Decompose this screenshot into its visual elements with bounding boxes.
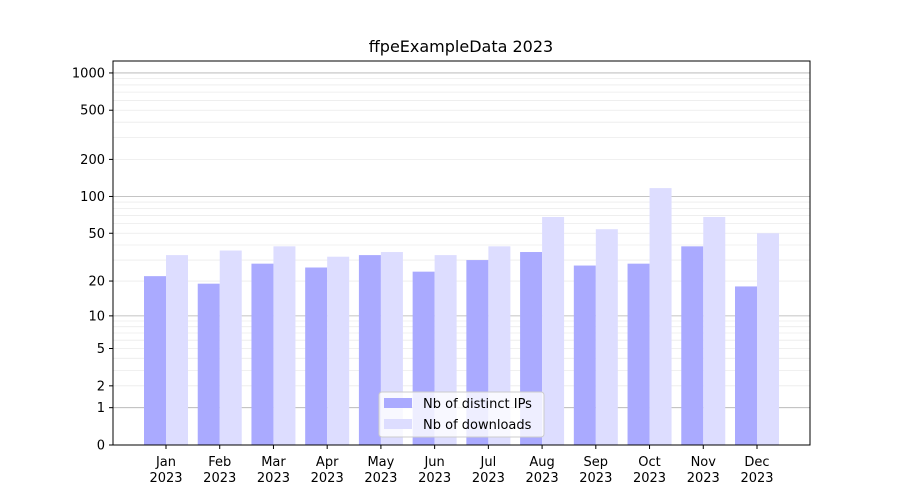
bar-downloads xyxy=(542,216,565,445)
x-tick-label: 2023 xyxy=(526,471,559,486)
x-tick-label: Mar xyxy=(261,455,286,470)
legend-label: Nb of downloads xyxy=(423,418,532,433)
bar-downloads xyxy=(327,256,350,445)
y-tick-label: 0 xyxy=(97,439,105,454)
bar-distinct-ips xyxy=(305,267,328,445)
x-tick-label: 2023 xyxy=(740,471,773,486)
bar-distinct-ips xyxy=(144,276,166,445)
x-tick-label: 2023 xyxy=(364,471,397,486)
x-tick-label: May xyxy=(367,455,394,470)
x-tick-label: Dec xyxy=(744,455,769,470)
y-tick-label: 20 xyxy=(88,275,105,290)
plot-frame xyxy=(112,60,811,446)
bar-downloads xyxy=(166,255,188,445)
x-tick-label: 2023 xyxy=(203,471,236,486)
bar-distinct-ips xyxy=(197,283,220,445)
x-tick-label: Jul xyxy=(480,455,497,470)
legend: Nb of distinct IPs Nb of downloads xyxy=(378,391,545,438)
bar-distinct-ips xyxy=(627,263,650,445)
y-tick-label: 200 xyxy=(80,153,105,168)
x-tick-label: Nov xyxy=(691,455,717,470)
y-axis: 0 1 2 5 10 20 50 100 200 500 1000 xyxy=(72,66,113,454)
x-tick-label: Sep xyxy=(584,455,609,470)
x-tick-label: 2023 xyxy=(418,471,451,486)
y-tick-label: 2 xyxy=(97,379,105,394)
x-tick-label: 2023 xyxy=(687,471,720,486)
y-tick-label: 10 xyxy=(88,309,105,324)
x-tick-label: Apr xyxy=(316,455,339,470)
x-tick-label: Feb xyxy=(208,455,231,470)
x-tick-label: Aug xyxy=(529,455,554,470)
bar-downloads xyxy=(219,250,242,445)
chart-title: ffpeExampleData 2023 xyxy=(369,37,553,56)
bar-distinct-ips xyxy=(735,286,757,445)
x-axis: Jan2023Feb2023Mar2023Apr2023May2023Jun20… xyxy=(149,445,774,486)
bar-downloads xyxy=(757,233,779,445)
bar-distinct-ips xyxy=(251,263,274,445)
bar-downloads xyxy=(273,246,296,445)
y-tick-label: 5 xyxy=(97,342,105,357)
x-tick-label: Jan xyxy=(155,455,176,470)
y-tick-label: 1000 xyxy=(72,66,105,81)
y-tick-label: 500 xyxy=(80,104,105,119)
legend-swatch xyxy=(384,419,412,429)
y-tick-label: 1 xyxy=(97,401,105,416)
legend-box xyxy=(378,391,545,438)
x-tick-label: 2023 xyxy=(633,471,666,486)
bar-distinct-ips xyxy=(573,265,596,445)
bar-downloads xyxy=(703,216,726,445)
legend-swatch xyxy=(384,398,412,408)
legend-label: Nb of distinct IPs xyxy=(423,397,532,412)
bar-distinct-ips xyxy=(358,255,381,445)
y-tick-label: 50 xyxy=(88,227,105,242)
bars xyxy=(144,188,779,446)
bar-distinct-ips xyxy=(681,246,704,445)
y-tick-label: 100 xyxy=(80,190,105,205)
x-tick-label: Oct xyxy=(638,455,660,470)
x-tick-label: 2023 xyxy=(149,471,182,486)
x-tick-label: Jun xyxy=(423,455,444,470)
x-tick-label: 2023 xyxy=(257,471,290,486)
x-tick-label: 2023 xyxy=(472,471,505,486)
bar-downloads xyxy=(595,229,618,445)
x-tick-label: 2023 xyxy=(311,471,344,486)
bar-downloads xyxy=(649,188,672,446)
x-tick-label: 2023 xyxy=(579,471,612,486)
